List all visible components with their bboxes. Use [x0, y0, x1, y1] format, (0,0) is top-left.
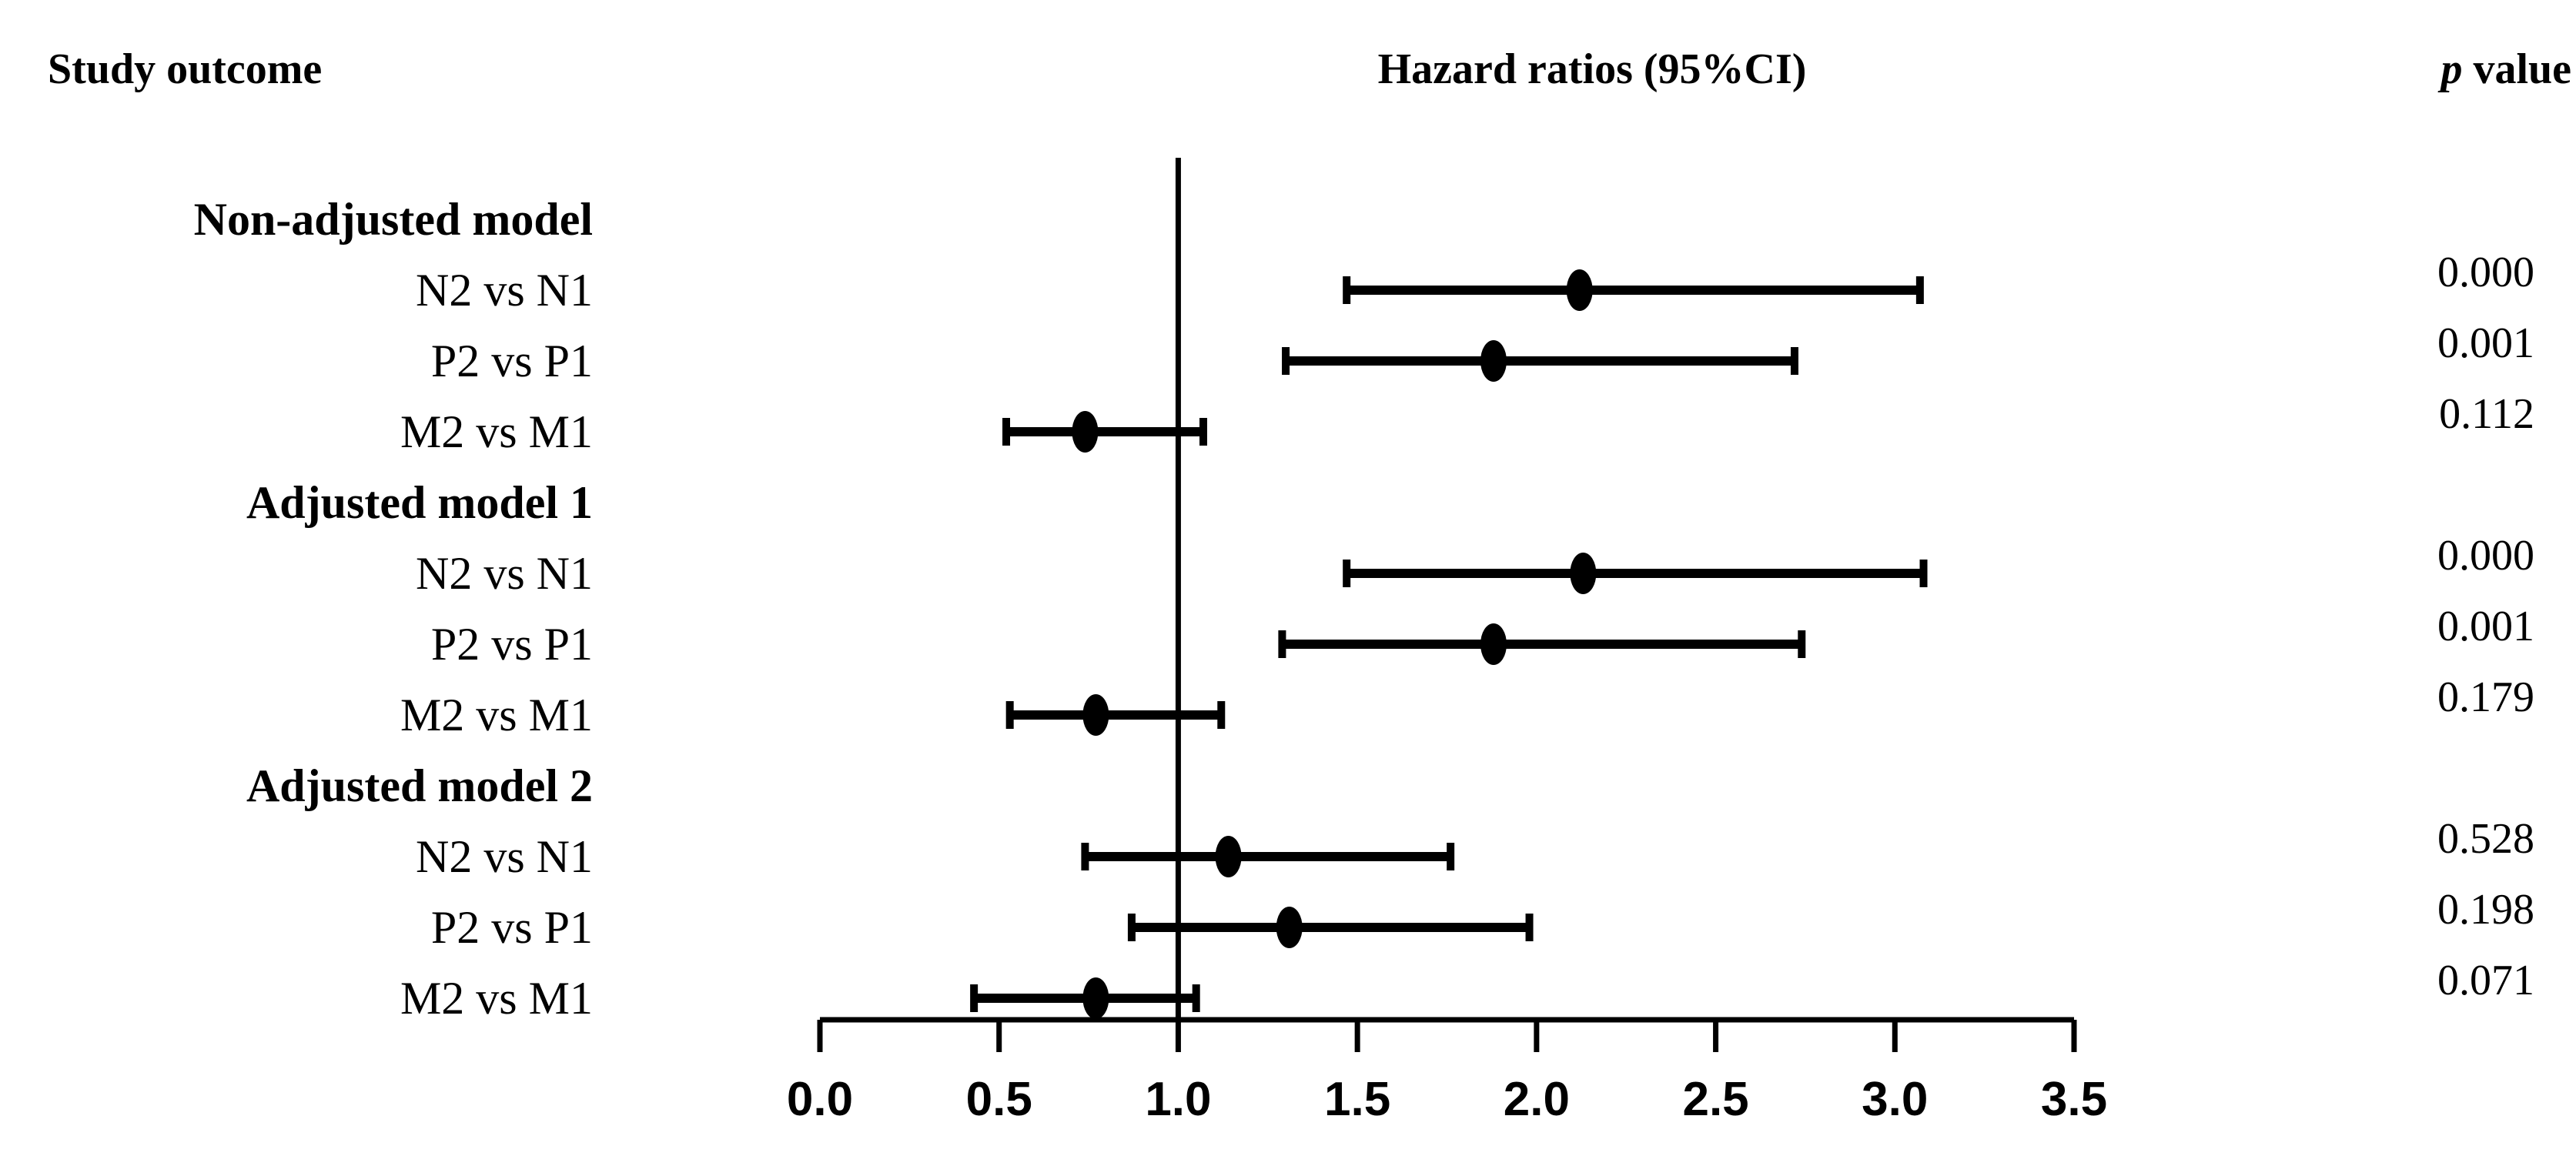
x-tick-label: 1.0	[1145, 1073, 1211, 1126]
p-value: 0.001	[2437, 319, 2534, 367]
row-label: P2 vs P1	[431, 336, 593, 386]
header-hazard-ratios: Hazard ratios (95%CI)	[1378, 45, 1807, 93]
row-label: P2 vs P1	[431, 619, 593, 670]
hr-point	[1072, 411, 1099, 453]
plot-area: Non-adjusted model N2 vs N1 0.000 P2 vs P1 0…	[194, 158, 2534, 1126]
x-tick-label: 0.5	[966, 1073, 1032, 1126]
hr-point	[1215, 836, 1242, 877]
x-tick-label: 1.5	[1324, 1073, 1390, 1126]
hr-point	[1480, 340, 1507, 382]
hr-point	[1276, 907, 1303, 948]
hr-point	[1082, 977, 1109, 1019]
p-value: 0.179	[2437, 673, 2534, 721]
hr-point	[1570, 553, 1597, 594]
p-value: 0.112	[2439, 390, 2534, 438]
header-study-outcome: Study outcome	[48, 45, 322, 93]
p-value: 0.198	[2437, 886, 2534, 934]
row-label: P2 vs P1	[431, 902, 593, 953]
header-p-value: p value	[2437, 45, 2571, 93]
p-value: 0.000	[2437, 249, 2534, 296]
group-label: Adjusted model 1	[246, 477, 593, 528]
hr-point	[1566, 269, 1593, 311]
x-tick-label: 2.5	[1682, 1073, 1748, 1126]
p-value: 0.000	[2437, 532, 2534, 580]
row-label: M2 vs M1	[400, 690, 593, 740]
row-label: M2 vs M1	[400, 973, 593, 1024]
x-tick-label: 3.0	[1862, 1073, 1928, 1126]
header-p-rest: value	[2462, 45, 2571, 93]
header-p-italic: p	[2437, 45, 2462, 93]
row-label: N2 vs N1	[416, 265, 593, 316]
row-label: N2 vs N1	[416, 831, 593, 882]
x-tick-label: 3.5	[2041, 1073, 2107, 1126]
x-tick-label: 2.0	[1504, 1073, 1570, 1126]
group-label: Adjusted model 2	[246, 760, 593, 811]
row-label: M2 vs M1	[400, 406, 593, 457]
x-tick-label: 0.0	[787, 1073, 853, 1126]
row-label: N2 vs N1	[416, 548, 593, 599]
group-label: Non-adjusted model	[194, 194, 593, 245]
p-value: 0.001	[2437, 603, 2534, 650]
hr-point	[1480, 623, 1507, 665]
p-value: 0.528	[2437, 815, 2534, 863]
p-value: 0.071	[2437, 957, 2534, 1004]
hr-point	[1082, 694, 1109, 736]
